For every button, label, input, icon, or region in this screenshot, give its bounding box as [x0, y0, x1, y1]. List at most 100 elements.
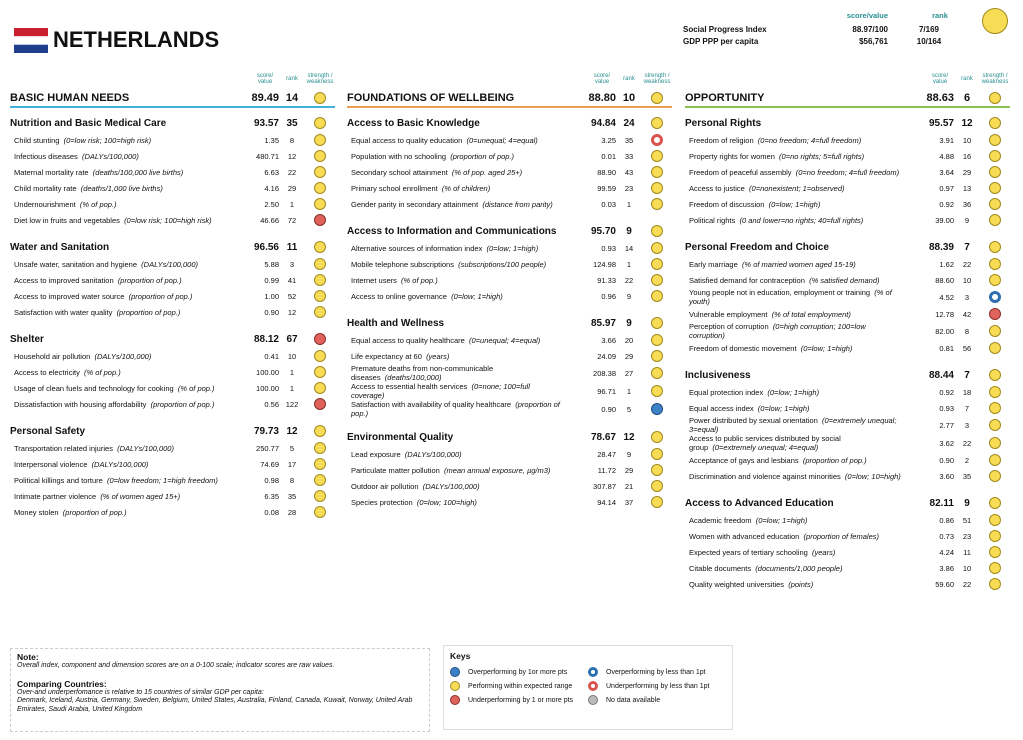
key-label: No data available: [606, 696, 661, 704]
indicator-score: 250.77: [256, 443, 279, 453]
indicator-label: Perception of corruption (0=high corrupt…: [685, 322, 908, 340]
indicator-status-cell: [642, 464, 672, 476]
rank-header: rank: [286, 76, 298, 82]
status-dot: [314, 382, 326, 394]
indicator-unit: (0=low; 1=high): [451, 291, 503, 301]
dimension-column: score/ value rank strength / weakness OPPOR…: [685, 68, 1010, 592]
indicator-status-cell: [980, 198, 1010, 210]
note-text: Overall index, component and dimension s…: [17, 661, 335, 669]
dimension-title: BASIC HUMAN NEEDS: [10, 92, 130, 104]
indicator-rank: 33: [624, 151, 634, 161]
comparing-title: Comparing Countries:: [17, 679, 107, 689]
indicator-name: Species protection: [351, 497, 413, 507]
indicator-row: Outdoor air pollution (DALYs/100,000) 307…: [347, 478, 672, 494]
indicator-row: Vulnerable employment (% of total employ…: [685, 306, 1010, 322]
indicator-rank: 27: [624, 368, 634, 378]
indicator-score: 0.96: [601, 291, 616, 301]
status-dot: [651, 334, 663, 346]
indicator-unit: (% of pop.): [79, 199, 117, 209]
status-dot: [314, 150, 326, 162]
status-dot: [314, 92, 326, 105]
indicator-score: 0.93: [601, 243, 616, 253]
dimension-row: FOUNDATIONS OF WELLBEING 88.80 10: [347, 90, 672, 108]
indicator-score: 0.90: [601, 404, 616, 414]
score-label: score/value: [846, 11, 888, 20]
indicator-name: Interpersonal violence: [14, 459, 88, 469]
indicator-row: Species protection (0=low; 100=high) 94.1…: [347, 494, 672, 510]
status-dot: [450, 667, 460, 677]
indicator-row: Power distributed by sexual orientation …: [685, 416, 1010, 434]
indicator-status-cell: [980, 578, 1010, 590]
status-dot: [651, 403, 663, 415]
indicator-label: Freedom of domestic movement (0=low; 1=h…: [685, 344, 908, 353]
column-header: score/ value rank strength / weakness: [10, 68, 335, 90]
indicator-label: Satisfaction with availability of qualit…: [347, 400, 570, 418]
indicator-name: Discrimination and violence against mino…: [689, 471, 841, 481]
status-dot: [989, 134, 1001, 146]
indicator-unit: (% of married women aged 15-19): [741, 259, 856, 269]
indicator-score: 99.59: [597, 183, 616, 193]
indicator-unit: (proportion of pop.): [802, 455, 867, 465]
indicator-name: Acceptance of gays and lesbians: [689, 455, 799, 465]
status-dot: [989, 241, 1001, 253]
component-row: Environmental Quality 78.67 12: [347, 428, 672, 446]
indicator-name: Usage of clean fuels and technology for …: [14, 383, 174, 393]
dimension-title: OPPORTUNITY: [685, 92, 765, 104]
component-row: Shelter 88.12 67: [10, 330, 335, 348]
indicator-rank: 8: [964, 326, 970, 336]
indicator-rank: 10: [962, 563, 972, 573]
dimension-score: 89.49: [251, 92, 279, 104]
indicator-label: Diet low in fruits and vegetables (0=low…: [10, 216, 233, 225]
status-dot: [651, 431, 663, 443]
note-box: Note: Overall index, component and dimen…: [10, 648, 430, 732]
indicator-score: 3.25: [601, 135, 616, 145]
indicator-status-cell: [305, 198, 335, 210]
indicator-label: Access to justice (0=nonexistent; 1=obse…: [685, 184, 908, 193]
key-item: No data available: [588, 693, 726, 707]
indicator-unit: (0=low; 10=high): [844, 471, 901, 481]
comparing-text: Over-and underperfomance is relative to …: [17, 688, 264, 696]
indicator-status-cell: [305, 490, 335, 502]
indicator-unit: (0=low; 1=high): [757, 403, 810, 413]
summary-rank: 10/164: [916, 36, 942, 46]
indicator-row: Freedom of domestic movement (0=low; 1=h…: [685, 340, 1010, 356]
indicator-rank: 10: [962, 135, 972, 145]
indicator-status-cell: [642, 496, 672, 508]
component-status-cell: [642, 117, 672, 129]
indicator-status-cell: [305, 166, 335, 178]
status-dot: [314, 182, 326, 194]
indicator-rank: 43: [624, 167, 634, 177]
indicator-score: 6.35: [264, 491, 279, 501]
indicator-name: Maternal mortality rate: [14, 167, 89, 177]
indicator-status-cell: [980, 274, 1010, 286]
indicator-status-cell: [642, 258, 672, 270]
indicator-status-cell: [642, 182, 672, 194]
indicator-label: Child stunting (0=low risk; 100=high ris…: [10, 136, 233, 145]
indicator-status-cell: [305, 274, 335, 286]
indicator-unit: (proportion of pop.): [150, 399, 215, 409]
indicator-unit: (% of pop.): [401, 275, 438, 285]
indicator-row: Intimate partner violence (% of women ag…: [10, 488, 335, 504]
component-row: Inclusiveness 88.44 7: [685, 366, 1010, 384]
indicator-status-cell: [305, 398, 335, 410]
indicator-label: Access to improved sanitation (proportio…: [10, 276, 233, 285]
indicator-unit: (subscriptions/100 people): [458, 259, 547, 269]
component-name: Environmental Quality: [347, 431, 454, 443]
component-name: Nutrition and Basic Medical Care: [10, 117, 167, 129]
indicator-rank: 72: [287, 215, 297, 225]
component-name: Health and Wellness: [347, 317, 445, 329]
indicator-score: 3.66: [601, 335, 616, 345]
indicator-name: Alternative sources of information index: [351, 243, 483, 253]
strength-header: strength / weakness: [306, 73, 334, 85]
component-rank: 67: [286, 333, 298, 345]
status-dot: [989, 578, 1001, 590]
indicator-row: Life expectancy at 60 (years) 24.09 29: [347, 348, 672, 364]
dimension-row: OPPORTUNITY 88.63 6: [685, 90, 1010, 108]
indicator-label: Mobile telephone subscriptions (subscrip…: [347, 260, 570, 269]
key-item: Overperforming by less than 1pt: [588, 665, 726, 679]
indicator-rank: 51: [962, 515, 972, 525]
indicator-score: 0.73: [939, 531, 954, 541]
indicator-row: Maternal mortality rate (deaths/100,000 …: [10, 164, 335, 180]
component-row: Access to Advanced Education 82.11 9: [685, 494, 1010, 512]
indicator-status-cell: [642, 403, 672, 415]
